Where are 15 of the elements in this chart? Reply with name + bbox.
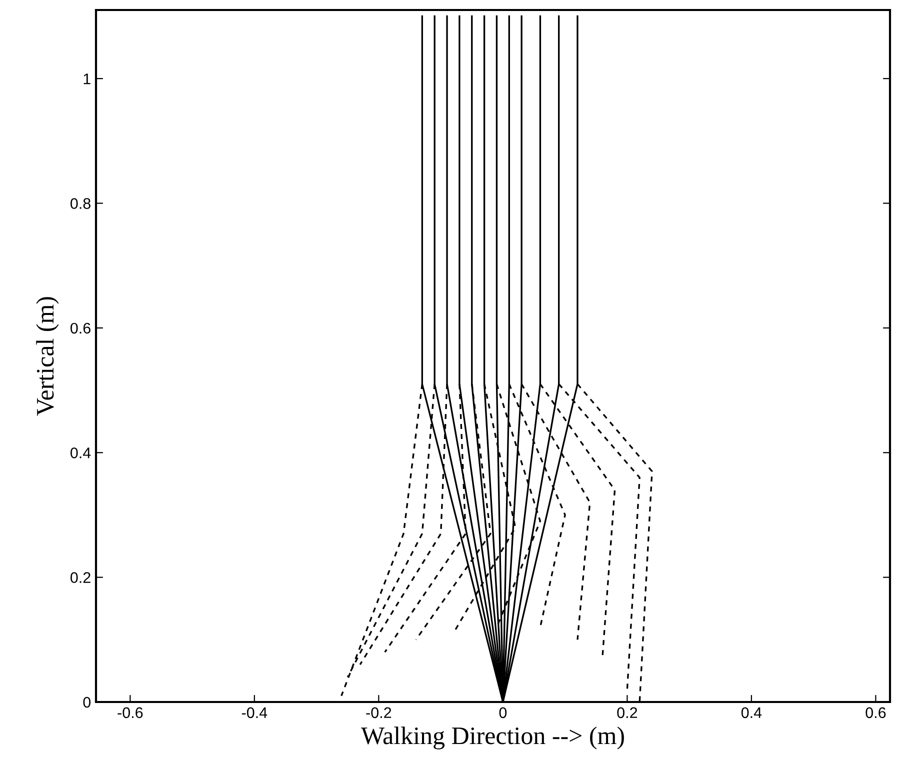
x-tick-label: -0.6 (118, 707, 143, 718)
x-tick-label: 0.4 (741, 707, 762, 718)
y-tick-label: 0.6 (70, 322, 90, 334)
x-axis-title: Walking Direction --> (m) (360, 726, 624, 750)
y-tick-label: 0 (83, 696, 91, 708)
x-tick-label: -0.2 (366, 707, 392, 718)
y-tick-label: 0.8 (70, 198, 90, 209)
x-tick-label: -0.4 (242, 707, 268, 718)
x-tick-label: 0 (499, 707, 507, 718)
y-tick-label: 1 (84, 74, 90, 84)
y-axis-title: Vertical (m) (36, 297, 59, 416)
y-tick-label: 0.4 (70, 448, 91, 458)
x-tick-label: 0.2 (617, 707, 638, 718)
x-tick-label: 0.6 (866, 707, 886, 718)
y-tick-label: 0.2 (70, 572, 90, 583)
